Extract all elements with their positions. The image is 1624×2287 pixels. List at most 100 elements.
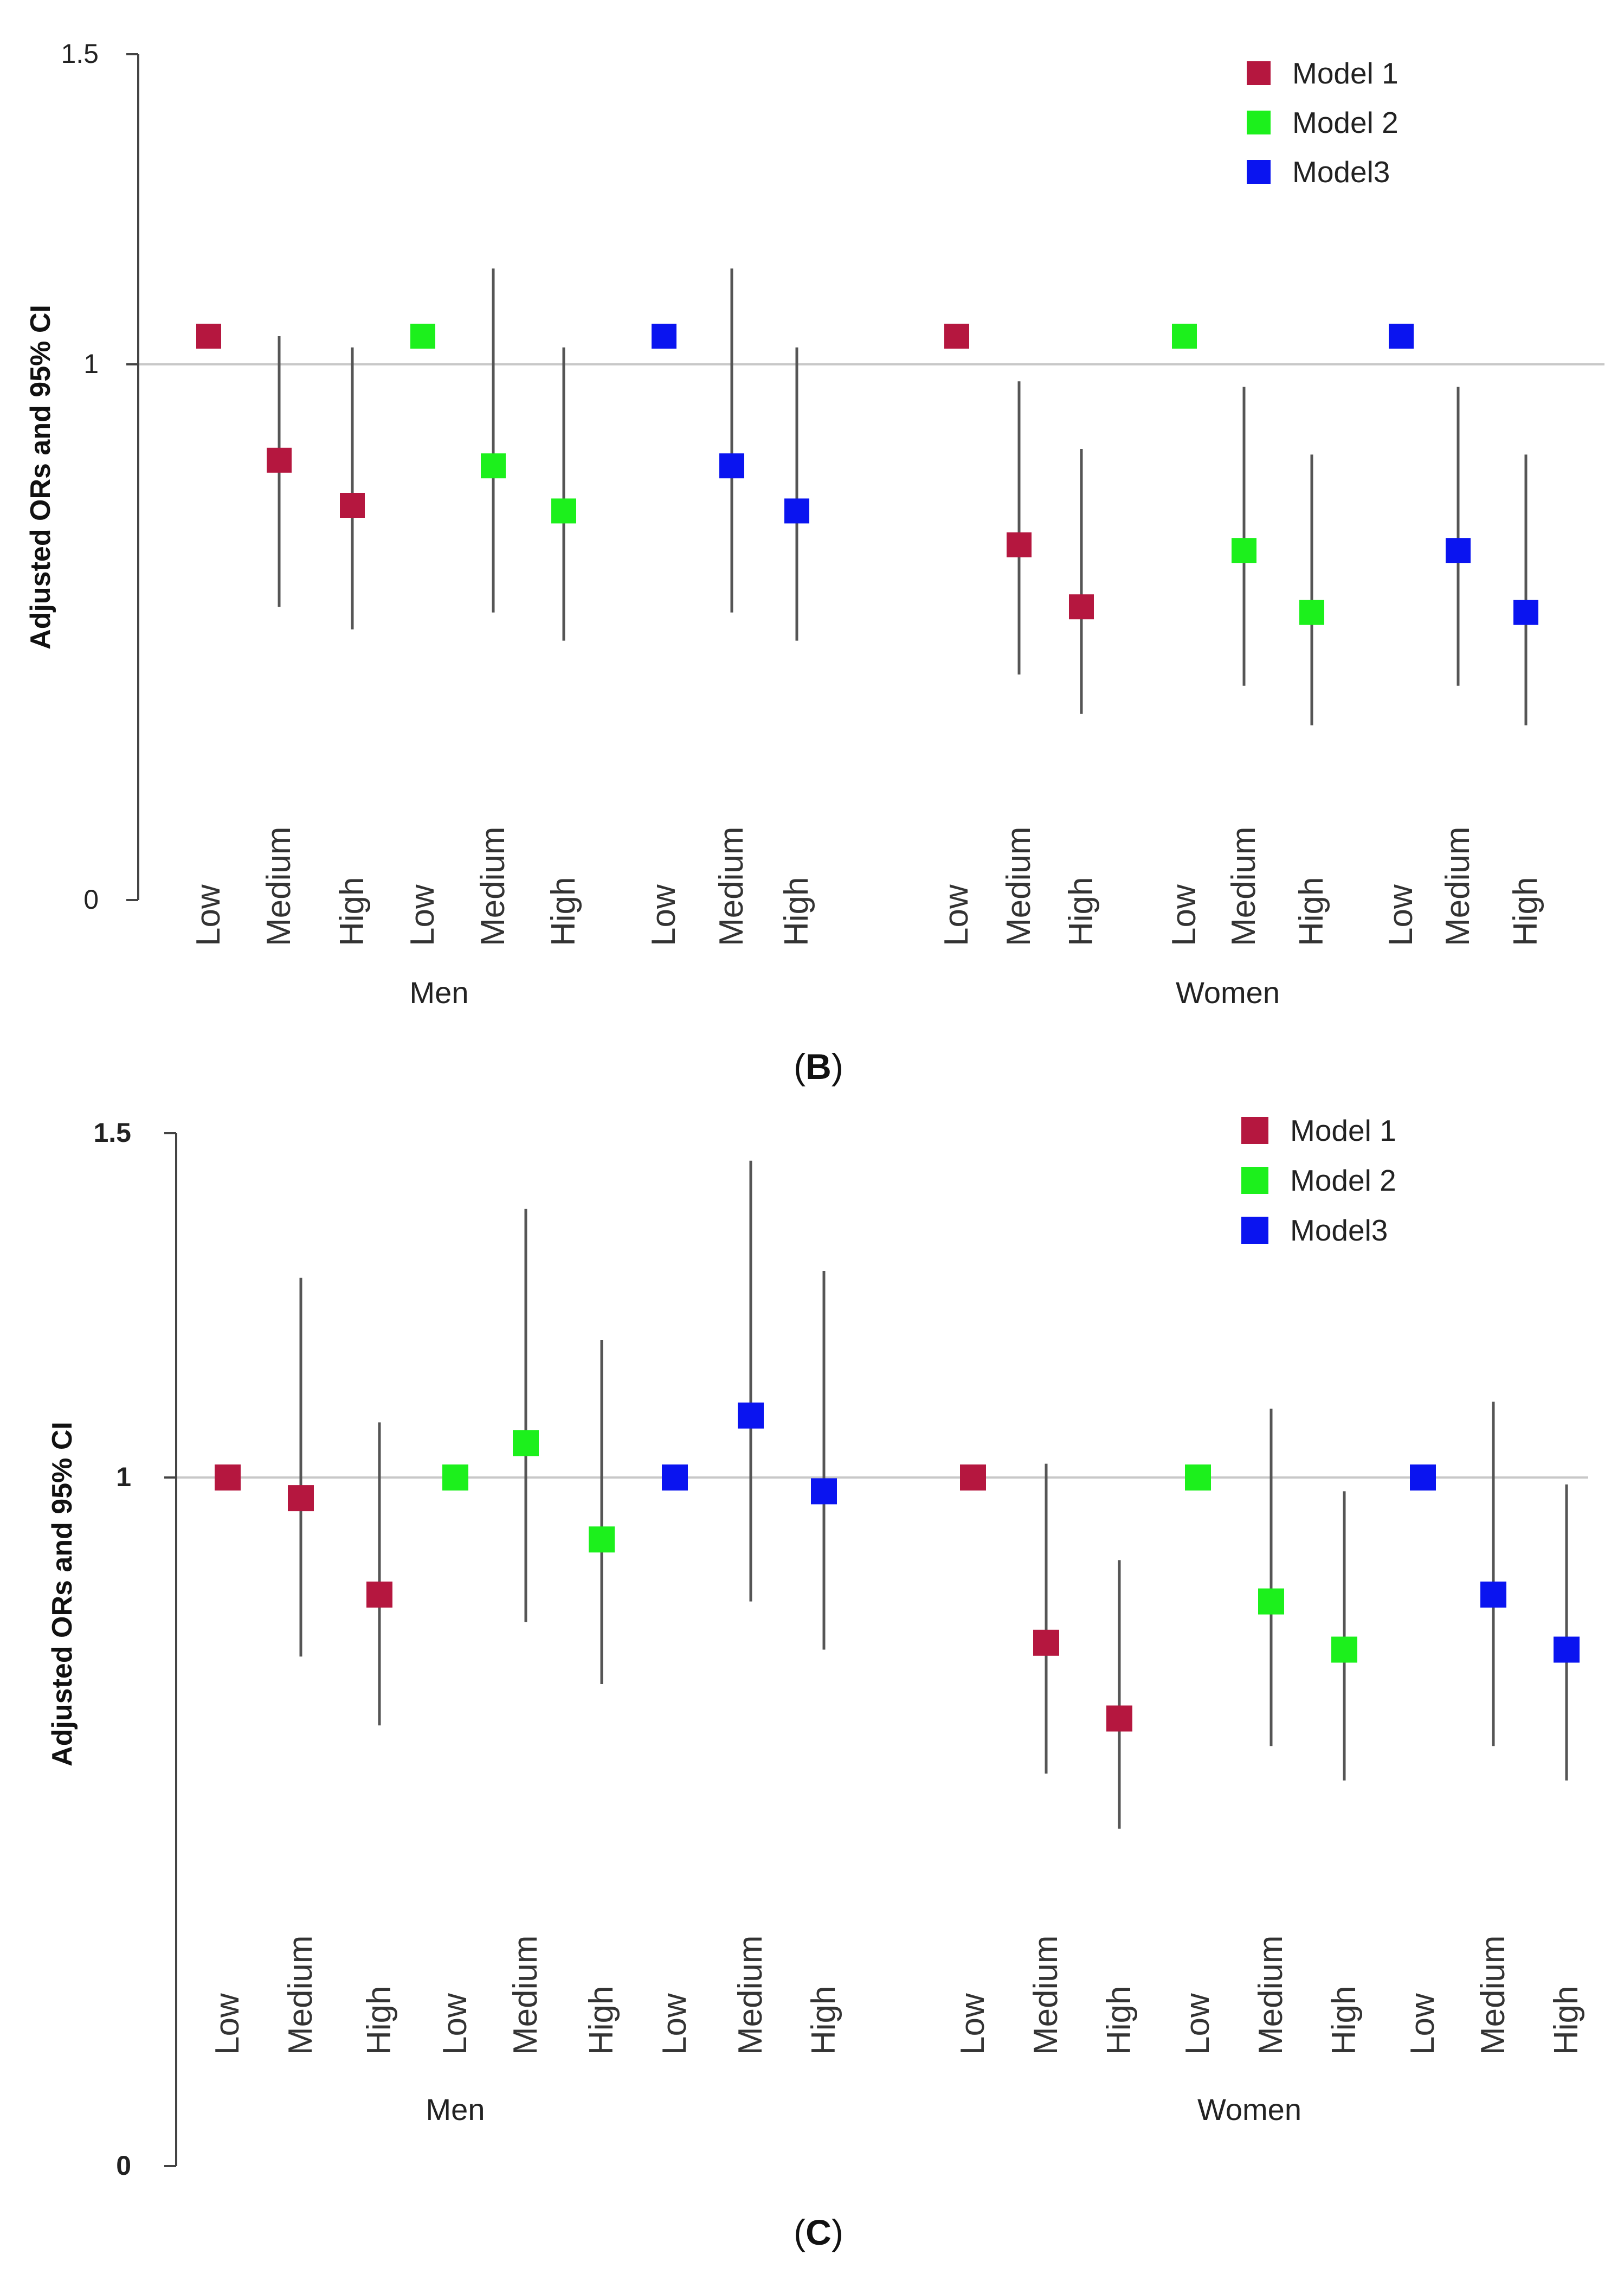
or-marker xyxy=(662,1464,688,1491)
category-tick-label: High xyxy=(805,1986,842,2055)
y-axis-title: Adjusted ORs and 95% CI xyxy=(47,1422,78,1766)
category-tick-label: High xyxy=(1293,877,1330,946)
legend-swatch-1 xyxy=(1241,1117,1268,1144)
legend-swatch-2 xyxy=(1247,111,1271,134)
or-marker xyxy=(738,1402,764,1429)
or-marker xyxy=(481,453,506,479)
or-marker xyxy=(267,447,292,473)
or-marker xyxy=(1185,1464,1211,1491)
or-marker xyxy=(1069,594,1094,620)
category-tick-label: Low xyxy=(190,884,227,946)
or-marker xyxy=(196,324,221,349)
legend-swatch-2 xyxy=(1241,1167,1268,1194)
or-marker xyxy=(551,498,576,524)
or-marker xyxy=(215,1464,241,1491)
category-tick-label: Medium xyxy=(507,1935,544,2055)
y-tick-label: 1 xyxy=(83,349,99,379)
category-tick-label: High xyxy=(1548,1986,1585,2055)
group-label: Men xyxy=(410,975,469,1010)
category-tick-label: High xyxy=(1100,1986,1138,2055)
y-tick-label: 0 xyxy=(83,884,99,915)
legend-swatch-1 xyxy=(1247,61,1271,85)
or-marker xyxy=(1446,538,1471,563)
or-marker xyxy=(960,1464,986,1491)
category-tick-label: High xyxy=(1507,877,1544,946)
or-marker xyxy=(410,324,435,349)
or-marker xyxy=(1389,324,1414,349)
or-marker xyxy=(442,1464,468,1491)
or-marker xyxy=(1513,600,1538,625)
category-tick-label: Low xyxy=(1165,884,1203,946)
category-tick-label: Medium xyxy=(713,826,750,946)
or-marker xyxy=(944,324,969,349)
y-axis-title: Adjusted ORs and 95% CI xyxy=(25,305,56,650)
category-tick-label: High xyxy=(778,877,815,946)
group-label: Women xyxy=(1197,2092,1301,2127)
or-marker xyxy=(1554,1636,1580,1663)
group-label: Women xyxy=(1176,975,1280,1010)
legend-label: Model 2 xyxy=(1290,1164,1396,1197)
or-marker xyxy=(589,1526,615,1553)
category-tick-label: Low xyxy=(938,884,975,946)
category-tick-label: High xyxy=(333,877,371,946)
y-tick-label: 1.5 xyxy=(61,38,99,69)
or-marker xyxy=(719,453,744,479)
category-tick-label: Low xyxy=(656,1993,693,2055)
or-marker xyxy=(1232,538,1256,563)
legend-label: Model 2 xyxy=(1292,106,1399,139)
or-marker xyxy=(1480,1581,1506,1608)
or-marker xyxy=(1033,1629,1059,1656)
or-marker xyxy=(513,1430,539,1456)
category-tick-label: Medium xyxy=(732,1935,769,2055)
or-marker xyxy=(1410,1464,1436,1491)
y-tick-label: 1 xyxy=(116,1462,131,1492)
panel-b: 0 1 1.5 Adjusted ORs and 95% CI Model 1 Model… xyxy=(25,38,1604,1087)
category-tick-label: Medium xyxy=(260,826,298,946)
or-marker xyxy=(1106,1705,1132,1732)
or-marker xyxy=(811,1478,837,1505)
category-tick-label: High xyxy=(360,1986,398,2055)
panel-caption: (B) xyxy=(794,1046,843,1087)
or-marker xyxy=(366,1581,392,1608)
y-tick-label: 1.5 xyxy=(93,1117,131,1148)
category-tick-label: Low xyxy=(645,884,682,946)
legend-swatch-3 xyxy=(1241,1217,1268,1244)
category-tick-label: Medium xyxy=(1252,1935,1290,2055)
legend-label: Model3 xyxy=(1290,1213,1388,1247)
category-tick-label: High xyxy=(545,877,582,946)
group-label: Men xyxy=(426,2092,485,2127)
category-tick-label: Medium xyxy=(1000,826,1037,946)
or-marker xyxy=(340,493,365,518)
category-tick-label: Low xyxy=(1404,1993,1441,2055)
category-tick-label: High xyxy=(1062,877,1100,946)
legend-label: Model 1 xyxy=(1292,56,1399,90)
category-tick-label: Low xyxy=(404,884,441,946)
category-tick-label: Low xyxy=(1179,1993,1216,2055)
or-marker xyxy=(1258,1588,1284,1615)
or-marker xyxy=(1007,532,1032,557)
category-tick-label: Medium xyxy=(1474,1935,1512,2055)
category-tick-label: High xyxy=(1325,1986,1363,2055)
legend-label: Model3 xyxy=(1292,155,1390,189)
category-tick-label: Medium xyxy=(282,1935,319,2055)
or-marker xyxy=(1331,1636,1357,1663)
legend-swatch-3 xyxy=(1247,160,1271,184)
category-tick-label: Low xyxy=(436,1993,474,2055)
category-tick-label: Low xyxy=(954,1993,991,2055)
category-tick-label: Medium xyxy=(474,826,512,946)
y-tick-label: 0 xyxy=(116,2150,131,2181)
panel-c: 0 1 1.5 Adjusted ORs and 95% CI Model 1 Model… xyxy=(47,1114,1588,2252)
or-marker xyxy=(288,1485,314,1512)
category-tick-label: Medium xyxy=(1225,826,1262,946)
category-tick-label: High xyxy=(583,1986,620,2055)
category-tick-label: Medium xyxy=(1027,1935,1065,2055)
category-tick-label: Low xyxy=(1382,884,1420,946)
or-marker xyxy=(1172,324,1197,349)
legend-label: Model 1 xyxy=(1290,1114,1396,1147)
panel-caption: (C) xyxy=(794,2212,843,2252)
or-marker xyxy=(1299,600,1324,625)
or-marker xyxy=(784,498,809,524)
category-tick-label: Low xyxy=(209,1993,246,2055)
or-marker xyxy=(652,324,676,349)
